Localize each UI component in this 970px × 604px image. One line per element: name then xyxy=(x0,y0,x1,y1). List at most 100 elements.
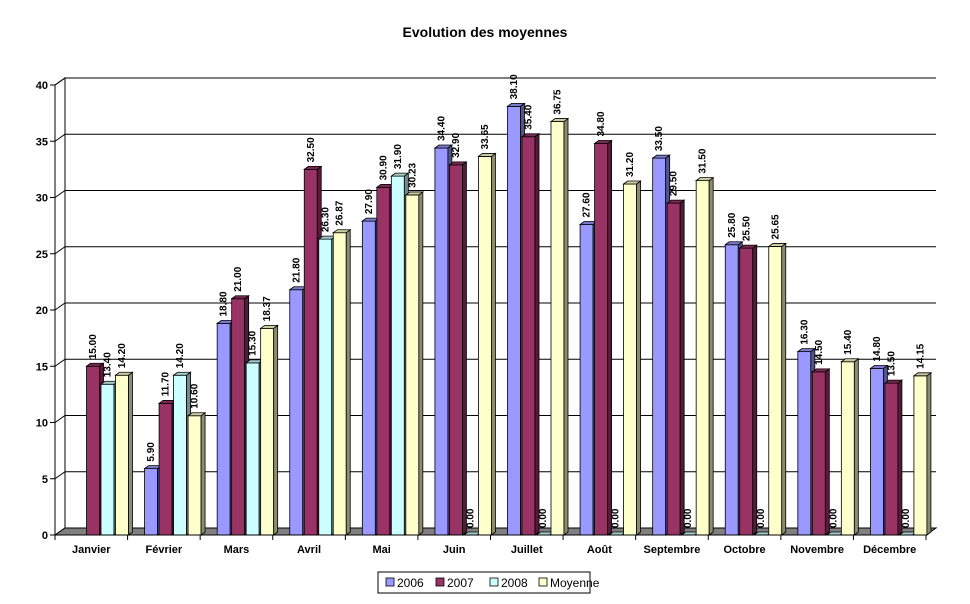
data-label: 0.00 xyxy=(611,508,622,528)
data-label: 31.90 xyxy=(393,144,404,169)
y-tick-label: 10 xyxy=(36,418,48,430)
y-tick-label: 25 xyxy=(36,249,48,261)
gridline xyxy=(54,471,936,480)
bar xyxy=(694,176,715,536)
data-label: 21.80 xyxy=(291,257,302,282)
y-axis: 0 5 10 15 20 25 30 35 40 xyxy=(36,80,56,542)
data-label: 16.30 xyxy=(799,319,810,344)
legend-label: Moyenne xyxy=(550,576,600,590)
bar xyxy=(332,228,352,536)
legend-label: 2007 xyxy=(447,576,474,590)
category-label: Septembre xyxy=(644,544,701,556)
legend-swatch xyxy=(489,577,499,587)
data-label: 0.00 xyxy=(756,508,767,528)
data-label: 27.90 xyxy=(364,189,375,214)
data-label: 31.50 xyxy=(698,148,709,173)
y-tick-label: 15 xyxy=(36,361,48,373)
category-label: Mars xyxy=(224,544,250,556)
bar xyxy=(259,324,279,536)
bar xyxy=(186,411,207,536)
bar xyxy=(738,244,758,536)
category-label: Novembre xyxy=(790,544,844,556)
legend-entry: 2008 xyxy=(489,576,528,590)
category-label: Février xyxy=(146,544,183,556)
data-label: 11.70 xyxy=(161,371,172,396)
data-label: 34.80 xyxy=(596,111,607,136)
y-tick-label: 40 xyxy=(36,80,48,92)
data-label: 27.60 xyxy=(582,192,593,217)
category-label: Mai xyxy=(372,544,390,556)
y-tick-label: 0 xyxy=(42,530,48,542)
data-label: 0.00 xyxy=(828,508,839,528)
data-label: 0.00 xyxy=(538,508,549,528)
category-label: Juillet xyxy=(511,544,543,556)
category-label: Août xyxy=(587,544,612,556)
data-label: 38.10 xyxy=(509,74,520,99)
data-label: 0.00 xyxy=(901,508,912,528)
gridline xyxy=(54,77,936,86)
legend-label: 2008 xyxy=(501,576,528,590)
bar xyxy=(114,371,134,536)
data-label: 25.65 xyxy=(770,214,781,239)
data-label: 29.50 xyxy=(669,171,680,196)
y-tick-label: 35 xyxy=(36,136,48,148)
gridline xyxy=(54,302,936,311)
y-tick-label: 5 xyxy=(42,474,48,486)
data-label: 32.90 xyxy=(451,132,462,157)
gridline xyxy=(54,133,936,142)
category-label: Janvier xyxy=(72,544,111,556)
bar xyxy=(448,161,468,536)
data-label: 30.90 xyxy=(378,155,389,180)
legend-entry: Moyenne xyxy=(538,576,600,590)
data-label: 31.20 xyxy=(625,152,636,177)
bars xyxy=(85,102,933,536)
bar xyxy=(477,152,497,536)
data-label: 13.50 xyxy=(886,351,897,376)
data-label: 13.40 xyxy=(103,352,114,377)
legend: 2006 2007 2008 Moyenne xyxy=(377,571,600,594)
bar xyxy=(811,368,831,536)
y-tick-label: 30 xyxy=(36,193,48,205)
bar xyxy=(767,242,787,536)
x-axis: Janvier Février Mars Avril Mai Juin Juillet Aoû… xyxy=(54,534,927,556)
bar xyxy=(665,199,686,536)
data-label: 14.20 xyxy=(175,343,186,368)
bar xyxy=(549,117,570,536)
legend-swatch xyxy=(435,577,445,587)
category-label: Juin xyxy=(443,544,466,556)
data-label: 33.65 xyxy=(480,124,491,149)
gridline xyxy=(54,190,936,198)
data-label: 0.00 xyxy=(465,508,476,528)
data-label: 36.75 xyxy=(553,89,564,114)
bar xyxy=(840,357,860,536)
data-label: 26.87 xyxy=(335,200,346,225)
category-label: Avril xyxy=(297,544,321,556)
data-label: 26.30 xyxy=(320,207,331,232)
legend-entry: 2007 xyxy=(435,576,474,590)
data-label: 14.20 xyxy=(117,343,128,368)
data-label: 21.00 xyxy=(233,266,244,291)
data-label: 10.60 xyxy=(190,383,201,408)
data-label: 18.37 xyxy=(262,296,273,321)
data-label: 25.50 xyxy=(741,216,752,241)
data-label: 0.00 xyxy=(683,508,694,528)
bar xyxy=(883,379,904,536)
gridline xyxy=(54,415,936,423)
data-label: 34.40 xyxy=(436,116,447,141)
bar xyxy=(404,191,425,536)
data-label: 14.80 xyxy=(872,336,883,361)
data-label: 15.30 xyxy=(248,330,259,355)
legend-label: 2006 xyxy=(397,576,424,590)
data-labels: 5.90 18.80 21.80 27.90 34.40 38.10 27.60 33.50 2… xyxy=(88,74,926,528)
data-label: 14.15 xyxy=(915,343,926,368)
category-label: Octobre xyxy=(723,544,765,556)
bar xyxy=(622,180,642,536)
legend-swatch xyxy=(538,577,548,587)
data-label: 33.50 xyxy=(654,126,665,151)
legend-swatch xyxy=(385,577,395,587)
gridline xyxy=(54,246,936,255)
data-label: 18.80 xyxy=(219,291,230,316)
data-label: 15.00 xyxy=(88,334,99,359)
data-label: 14.50 xyxy=(814,339,825,364)
